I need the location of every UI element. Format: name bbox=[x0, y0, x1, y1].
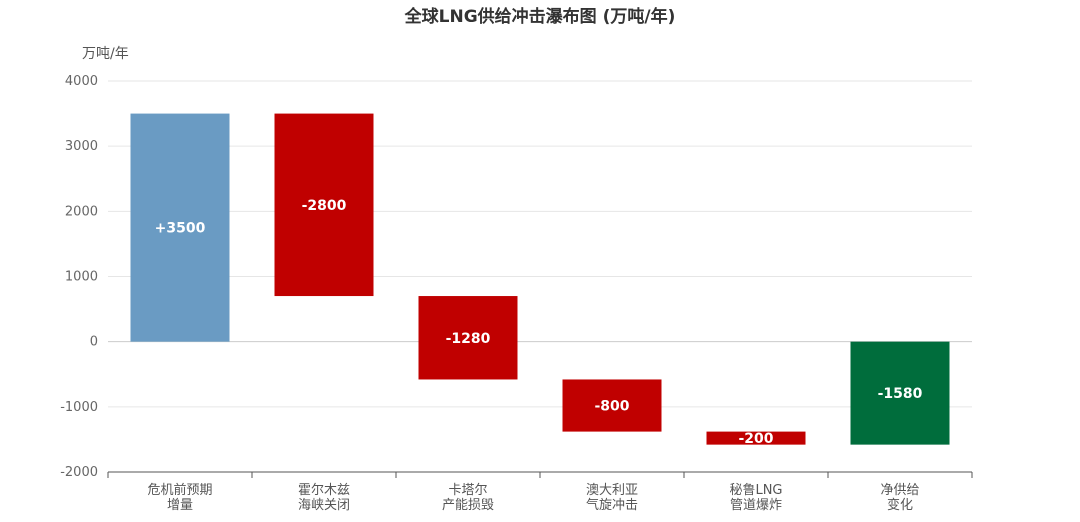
x-category-label: 管道爆炸 bbox=[730, 498, 782, 513]
bar bbox=[850, 341, 950, 445]
bar-value-label: -800 bbox=[594, 399, 629, 415]
x-category-label: 澳大利亚 bbox=[586, 482, 638, 498]
x-category-label: 霍尔木兹 bbox=[298, 483, 350, 498]
bar-value-label: -200 bbox=[738, 431, 773, 447]
bar bbox=[706, 431, 806, 445]
x-category-label: 秘鲁LNG bbox=[729, 483, 782, 498]
bar bbox=[418, 296, 518, 380]
gridlines bbox=[108, 80, 972, 408]
bars bbox=[130, 113, 950, 445]
x-category-label: 海峡关闭 bbox=[298, 498, 350, 513]
bar bbox=[274, 113, 374, 297]
data-labels: +3500 -2800 -1280 -800 -200 -1580 bbox=[155, 198, 923, 447]
x-category-label: 增量 bbox=[167, 498, 193, 513]
x-category-label: 卡塔尔 bbox=[448, 483, 487, 498]
chart-title: 全球LNG供给冲击瀑布图 (万吨/年) bbox=[404, 6, 676, 27]
bar-value-label: -1280 bbox=[446, 331, 491, 347]
y-tick-label: 2000 bbox=[65, 204, 98, 219]
y-tick-label: 4000 bbox=[65, 74, 98, 89]
y-tick-label: -1000 bbox=[60, 400, 98, 415]
x-category-label: 危机前预期 bbox=[147, 482, 212, 498]
bar-value-label: +3500 bbox=[155, 221, 206, 237]
y-tick-label: 0 bbox=[90, 335, 98, 350]
y-tick-label: 1000 bbox=[65, 270, 98, 285]
bar-value-label: -2800 bbox=[302, 198, 347, 214]
y-axis-label: 万吨/年 bbox=[82, 46, 129, 62]
bar bbox=[562, 379, 662, 432]
x-category-label: 产能损毁 bbox=[442, 498, 494, 513]
x-category-label: 变化 bbox=[887, 497, 913, 513]
x-category-label: 气旋冲击 bbox=[586, 497, 638, 513]
y-tick-label: 3000 bbox=[65, 139, 98, 154]
bar-value-label: -1580 bbox=[878, 386, 923, 402]
x-category-label: 净供给 bbox=[880, 483, 919, 498]
y-tick-label: -2000 bbox=[60, 465, 98, 480]
bar bbox=[130, 113, 230, 342]
